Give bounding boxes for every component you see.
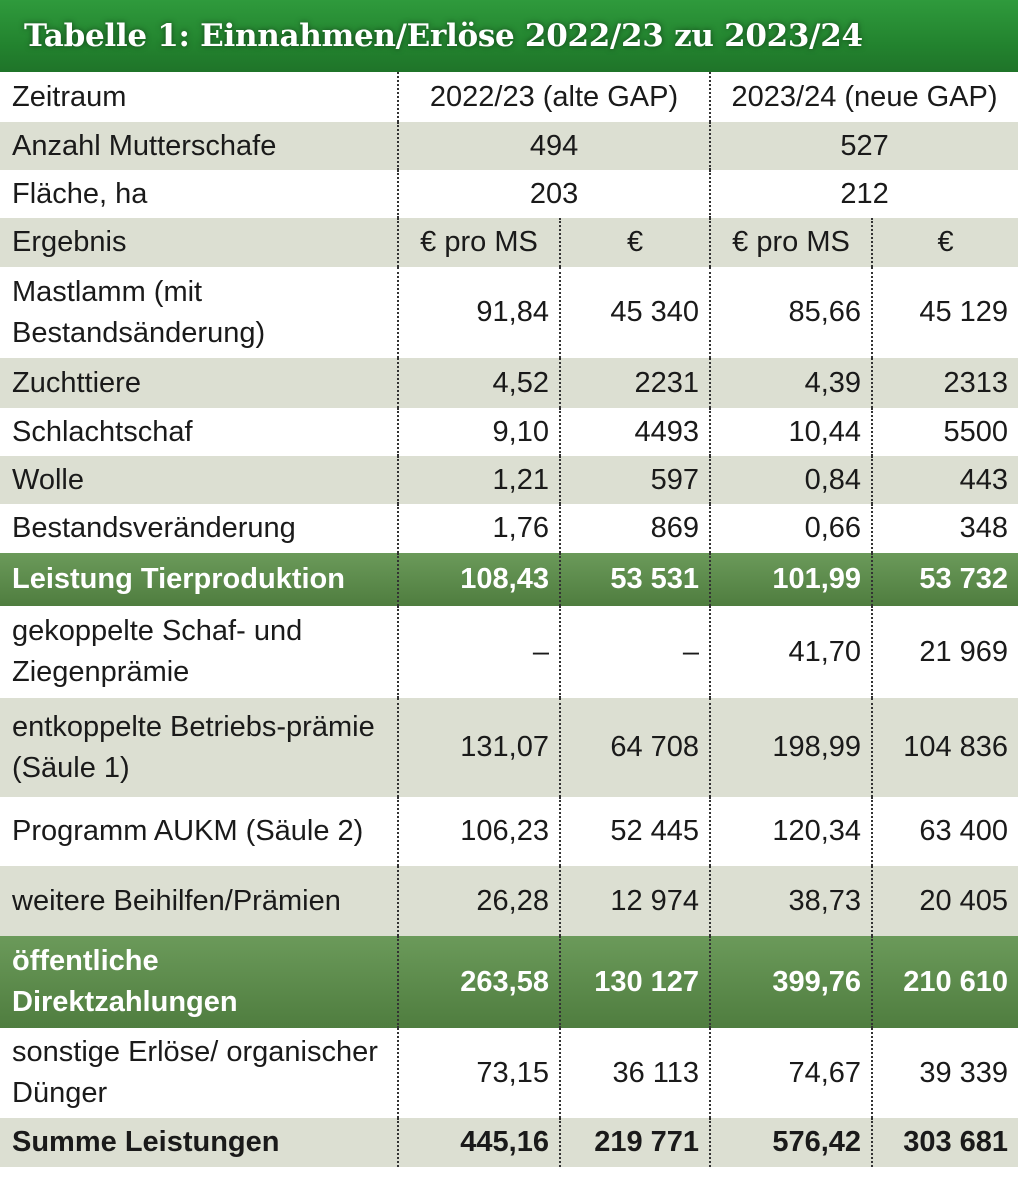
value-cell: 2231 <box>558 358 711 408</box>
row-label: Bestandsveränderung <box>12 512 296 544</box>
value-cell: 399,76 <box>709 936 873 1028</box>
header-period-1: 2022/23 (alte GAP) <box>396 72 711 122</box>
value-cell: 4493 <box>558 408 711 456</box>
row-label: gekoppelte Schaf- und Ziegenprämie <box>12 615 303 688</box>
unit-row: Ergebnis € pro MS € € pro MS € <box>0 218 1018 267</box>
value-cell: 445,16 <box>397 1118 560 1167</box>
table-title-bar: Tabelle 1: Einnahmen/Erlöse 2022/23 zu 2… <box>0 0 1018 72</box>
value-cell: 130 127 <box>558 936 711 1028</box>
unit-cell: € pro MS <box>709 218 873 267</box>
unit-cell: € pro MS <box>397 218 560 267</box>
value-cell: 45 340 <box>558 267 711 358</box>
value-cell: 869 <box>558 504 711 553</box>
value-cell: 1,76 <box>397 504 560 553</box>
value-cell: 303 681 <box>871 1118 1018 1167</box>
value-cell: 36 113 <box>558 1028 711 1118</box>
value-cell: 10,44 <box>709 408 873 456</box>
row-label: Summe Leistungen <box>0 1118 398 1167</box>
value-cell: 39 339 <box>871 1028 1018 1118</box>
value-cell: 120,34 <box>709 797 873 866</box>
info-row: Fläche, ha 203 212 <box>0 170 1018 218</box>
subtotal-row: öffentliche Direktzahlungen 263,58 130 127… <box>0 936 1018 1028</box>
value-cell: 41,70 <box>709 606 873 698</box>
value-cell: 20 405 <box>871 866 1018 936</box>
value-cell: 0,66 <box>709 504 873 553</box>
value-cell: 21 969 <box>871 606 1018 698</box>
row-label: Mastlamm (mit Bestandsänderung) <box>12 275 266 349</box>
value-period-1: 203 <box>396 170 711 218</box>
row-label: Ergebnis <box>0 218 398 267</box>
table-row: entkoppelte Betriebs-prämie (Säule 1) 131… <box>0 698 1018 797</box>
value-cell: 0,84 <box>709 456 873 504</box>
header-row: Zeitraum 2022/23 (alte GAP) 2023/24 (neu… <box>0 72 1018 122</box>
table-row: Mastlamm (mit Bestandsänderung) 91,84 45 3… <box>0 267 1018 358</box>
value-cell: 263,58 <box>397 936 560 1028</box>
value-period-2: 527 <box>709 122 1018 170</box>
value-period-1: 494 <box>396 122 711 170</box>
table-title: Tabelle 1: Einnahmen/Erlöse 2022/23 zu 2… <box>24 18 863 54</box>
table-row: Programm AUKM (Säule 2) 106,23 52 445 120,3… <box>0 797 1018 866</box>
value-cell: – <box>397 606 560 698</box>
value-period-2: 212 <box>709 170 1018 218</box>
value-cell: 101,99 <box>709 553 873 606</box>
row-label: entkoppelte Betriebs-prämie (Säule 1) <box>0 698 398 797</box>
value-cell: 4,39 <box>709 358 873 408</box>
subtotal-row: Leistung Tierproduktion 108,43 53 531 101,9… <box>0 553 1018 606</box>
value-cell: 104 836 <box>871 698 1018 797</box>
row-label: Wolle <box>0 456 398 504</box>
table-row: Schlachtschaf 9,10 4493 10,44 5500 <box>0 408 1018 456</box>
row-label: Fläche, ha <box>12 177 148 210</box>
value-cell: 53 732 <box>871 553 1018 606</box>
value-cell: 12 974 <box>558 866 711 936</box>
value-cell: 45 129 <box>871 267 1018 358</box>
value-cell: 576,42 <box>709 1118 873 1167</box>
value-cell: 73,15 <box>397 1028 560 1118</box>
table-row: Bestandsveränderung 1,76 869 0,66 348 <box>0 504 1018 553</box>
table-row: Wolle 1,21 597 0,84 443 <box>0 456 1018 504</box>
value-cell: 5500 <box>871 408 1018 456</box>
value-cell: 198,99 <box>709 698 873 797</box>
value-cell: 597 <box>558 456 711 504</box>
row-label: Zuchttiere <box>0 358 398 408</box>
info-row: Anzahl Mutterschafe 494 527 <box>0 122 1018 170</box>
unit-cell: € <box>871 218 1018 267</box>
table-row: Zuchttiere 4,52 2231 4,39 2313 <box>0 358 1018 408</box>
header-label: Zeitraum <box>12 80 127 113</box>
row-label: sonstige Erlöse/ organischer Dünger <box>12 1036 378 1109</box>
table-row: gekoppelte Schaf- und Ziegenprämie – –41,7… <box>0 606 1018 698</box>
table-row: Summe Leistungen 445,16 219 771 576,42 303 6… <box>0 1118 1018 1167</box>
revenue-table: Zeitraum 2022/23 (alte GAP) 2023/24 (neu… <box>0 72 1018 1167</box>
value-cell: 1,21 <box>397 456 560 504</box>
value-cell: – <box>558 606 711 698</box>
value-cell: 63 400 <box>871 797 1018 866</box>
row-label: Leistung Tierproduktion <box>0 553 398 606</box>
row-label: Schlachtschaf <box>12 415 193 448</box>
value-cell: 26,28 <box>397 866 560 936</box>
row-label: Anzahl Mutterschafe <box>0 122 398 170</box>
value-cell: 131,07 <box>397 698 560 797</box>
value-cell: 108,43 <box>397 553 560 606</box>
value-cell: 219 771 <box>558 1118 711 1167</box>
value-cell: 38,73 <box>709 866 873 936</box>
value-cell: 53 531 <box>558 553 711 606</box>
header-period-2: 2023/24 (neue GAP) <box>709 72 1018 122</box>
unit-cell: € <box>558 218 711 267</box>
value-cell: 9,10 <box>397 408 560 456</box>
value-cell: 91,84 <box>397 267 560 358</box>
row-label: Programm AUKM (Säule 2) <box>12 815 364 847</box>
value-cell: 64 708 <box>558 698 711 797</box>
value-cell: 106,23 <box>397 797 560 866</box>
table-row: weitere Beihilfen/Prämien 26,28 12 974 38,7… <box>0 866 1018 936</box>
table-row: sonstige Erlöse/ organischer Dünger 73,15… <box>0 1028 1018 1118</box>
value-cell: 348 <box>871 504 1018 553</box>
value-cell: 74,67 <box>709 1028 873 1118</box>
value-cell: 2313 <box>871 358 1018 408</box>
value-cell: 443 <box>871 456 1018 504</box>
row-label: weitere Beihilfen/Prämien <box>0 866 398 936</box>
value-cell: 85,66 <box>709 267 873 358</box>
row-label: öffentliche Direktzahlungen <box>0 936 398 1028</box>
value-cell: 4,52 <box>397 358 560 408</box>
value-cell: 210 610 <box>871 936 1018 1028</box>
value-cell: 52 445 <box>558 797 711 866</box>
